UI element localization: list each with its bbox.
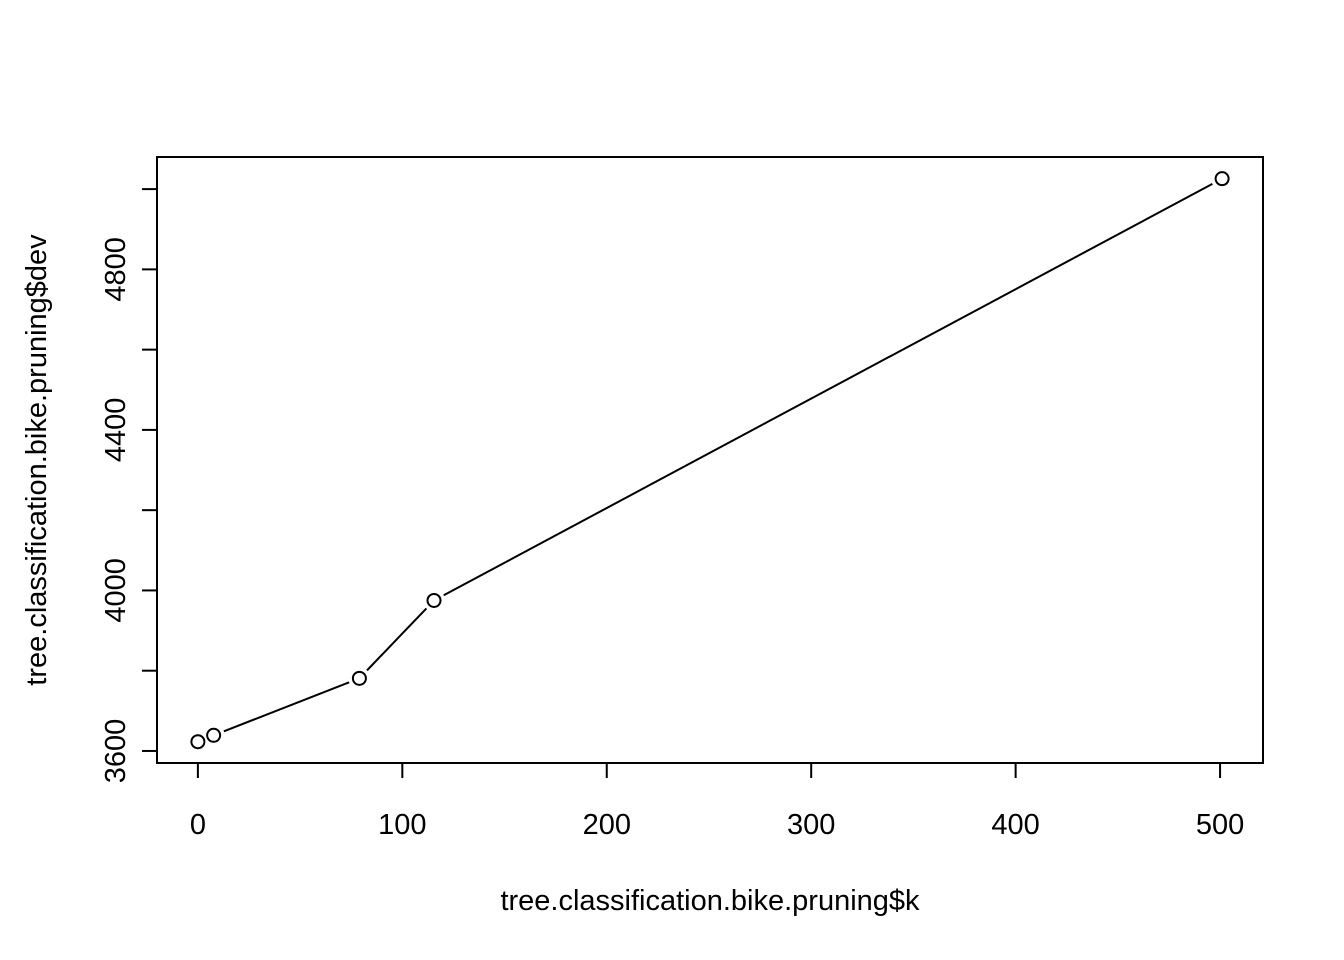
x-tick-label: 400 — [991, 809, 1039, 841]
data-point — [206, 727, 222, 743]
x-tick-label: 0 — [190, 809, 206, 841]
y-tick-label: 4400 — [100, 398, 132, 463]
y-axis-label: tree.classification.bike.pruning$dev — [21, 234, 53, 686]
data-point — [426, 592, 442, 608]
series-layer — [190, 171, 1230, 750]
y-tick-label: 3600 — [100, 719, 132, 784]
x-tick-label: 300 — [787, 809, 835, 841]
plot-frame — [156, 156, 1264, 764]
x-tick-label: 100 — [378, 809, 426, 841]
y-axis: 3600 4000 4400 4800 — [100, 188, 158, 784]
x-tick-label: 500 — [1196, 809, 1244, 841]
series-line-segment — [443, 182, 1213, 597]
x-tick-label: 200 — [583, 809, 631, 841]
y-tick-label: 4000 — [100, 558, 132, 623]
x-axis: 0 100 200 300 400 500 — [190, 762, 1244, 841]
data-point — [1214, 171, 1230, 187]
series-line-segment — [223, 681, 350, 733]
x-axis-label: tree.classification.bike.pruning$k — [500, 885, 920, 917]
series-line-segment — [366, 607, 428, 672]
data-point — [190, 734, 206, 750]
data-point — [351, 670, 367, 686]
y-tick-label: 4800 — [100, 237, 132, 302]
